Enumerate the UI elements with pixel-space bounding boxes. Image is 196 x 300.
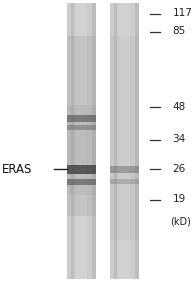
Bar — [67, 165, 95, 174]
Text: (kD): (kD) — [171, 217, 191, 227]
Text: 34: 34 — [172, 134, 186, 145]
Bar — [114, 3, 117, 279]
Text: ERAS: ERAS — [2, 163, 32, 176]
Bar — [76, 3, 87, 279]
Bar — [119, 3, 130, 279]
Bar — [67, 36, 95, 216]
Bar — [110, 166, 139, 173]
Bar — [110, 36, 139, 240]
Bar — [92, 3, 95, 279]
Text: 85: 85 — [172, 26, 186, 37]
Bar — [67, 105, 95, 195]
Bar — [135, 3, 139, 279]
Bar — [67, 178, 95, 184]
Bar — [67, 125, 95, 130]
Bar — [110, 179, 139, 184]
Bar — [67, 3, 95, 279]
Bar — [71, 3, 74, 279]
Bar — [110, 3, 139, 279]
Text: 117: 117 — [172, 8, 192, 19]
Text: 26: 26 — [172, 164, 186, 175]
Bar — [67, 115, 95, 122]
Text: 48: 48 — [172, 101, 186, 112]
Text: 19: 19 — [172, 194, 186, 205]
